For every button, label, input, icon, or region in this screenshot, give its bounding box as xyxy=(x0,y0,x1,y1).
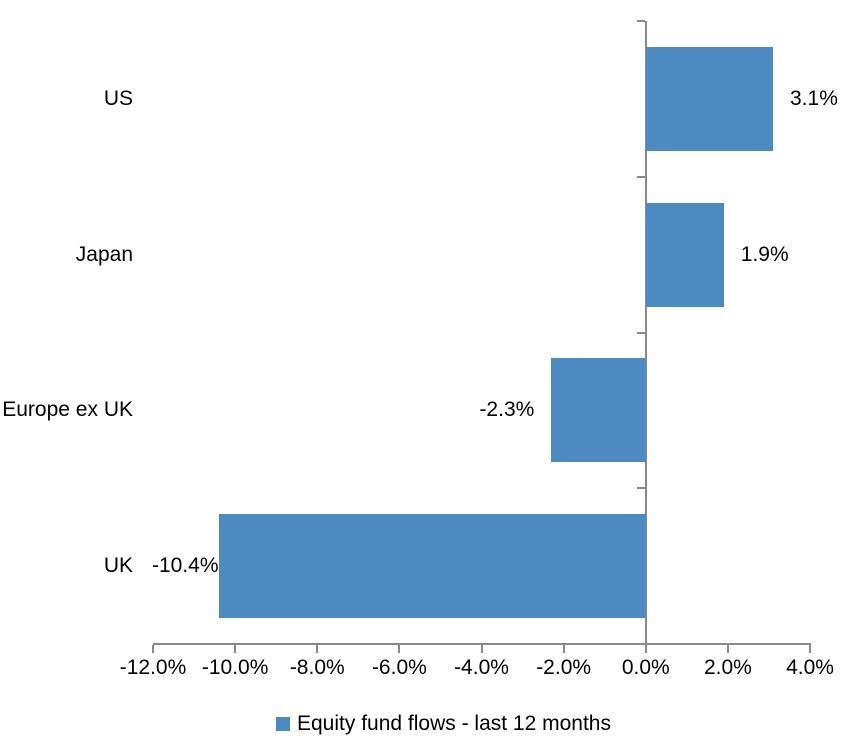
x-axis-tick xyxy=(562,645,565,653)
x-axis-tick xyxy=(234,645,237,653)
value-label-europe-ex-uk: -2.3% xyxy=(479,398,535,422)
x-axis-tick-label: -2.0% xyxy=(536,656,592,679)
x-axis-tick-label: 0.0% xyxy=(621,656,670,679)
category-label-japan: Japan xyxy=(75,242,133,266)
x-axis-tick xyxy=(480,645,483,653)
value-label-us: 3.1% xyxy=(790,86,838,110)
x-axis-tick-label: -8.0% xyxy=(289,656,345,679)
zero-axis-line xyxy=(644,21,647,653)
x-axis-tick-label: -10.0% xyxy=(201,656,269,679)
category-tick xyxy=(636,487,645,490)
category-label-europe-ex-uk: Europe ex UK xyxy=(2,398,133,422)
x-axis-tick-label: 4.0% xyxy=(786,656,834,679)
x-axis-tick-label: -6.0% xyxy=(371,656,427,679)
x-axis-tick xyxy=(809,645,811,653)
x-axis-tick xyxy=(726,645,729,653)
x-axis-tick-label: -12.0% xyxy=(119,656,187,679)
x-axis-tick xyxy=(644,645,647,653)
value-label-uk: -10.4% xyxy=(152,554,219,578)
category-tick xyxy=(636,20,645,22)
x-axis-tick xyxy=(152,645,154,653)
value-label-japan: 1.9% xyxy=(740,242,789,266)
x-axis-tick-label: 2.0% xyxy=(703,656,752,679)
bar-uk xyxy=(218,514,646,619)
legend-label: Equity fund flows - last 12 months xyxy=(297,712,611,735)
x-axis-tick xyxy=(316,645,319,653)
bar-europe-ex-uk xyxy=(551,358,646,463)
bar-japan xyxy=(645,202,724,307)
x-axis-line xyxy=(153,643,811,645)
category-label-us: US xyxy=(103,86,133,110)
category-label-uk: UK xyxy=(103,554,133,578)
category-tick xyxy=(636,175,645,178)
category-tick xyxy=(636,331,645,334)
bar-us xyxy=(645,46,774,151)
legend-swatch xyxy=(276,717,290,731)
x-axis-tick xyxy=(398,645,401,653)
x-axis-tick-label: -4.0% xyxy=(454,656,509,679)
legend: Equity fund flows - last 12 months xyxy=(276,711,611,737)
